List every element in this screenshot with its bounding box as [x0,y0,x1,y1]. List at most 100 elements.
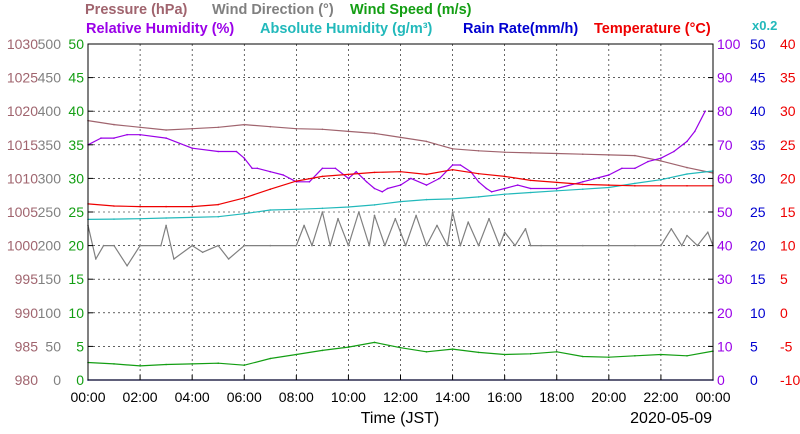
wind-direction-series-point [243,244,246,247]
wind-direction-series-point [498,244,501,247]
wind-direction-tick-label: 50 [45,338,61,354]
legend-wind-direction: Wind Direction (°) [212,2,334,18]
wind-speed-m-s-series-point [686,355,688,357]
temperature-tick-label: 15 [780,204,796,220]
pressure-hpa-series-point [477,150,480,152]
temperature-tick-label: 5 [780,271,788,287]
temperature-c-series-point [686,185,688,187]
relative-humidity-series-point [490,191,493,193]
relative-humidity-series-point [582,181,584,183]
x-tick-label: 18:00 [539,389,574,405]
relative-humidity-series-point [485,187,488,190]
absolute-humidity-g-m-series-point [269,209,272,211]
wind-speed-m-s-series-point [451,348,454,350]
wind-speed-m-s-series-point [139,365,141,367]
wind-direction-series-point [347,244,350,247]
relative-humidity-series-point [660,157,662,159]
x-tick-label: 08:00 [279,389,314,405]
relative-humidity-series-point [217,150,219,153]
wind-direction-series-point [503,231,506,233]
pressure-tick-label: 985 [15,338,39,354]
wind-direction-series-point [608,244,610,247]
legend-pressure: Pressure (hPa) [85,2,188,18]
pressure-hpa-series-point [529,152,532,154]
relative-humidity-tick-label: 40 [717,238,733,254]
x-tick-label: 02:00 [123,389,158,405]
relative-humidity-series-point [399,184,402,186]
wind-speed-m-s-series-point [217,362,219,365]
x-tick-label: 12:00 [383,389,418,405]
series-layer [87,110,714,381]
rain-rate-tick-label: 0 [750,372,758,388]
absolute-humidity-g-m-series-point [503,193,506,195]
absolute-humidity-g-m-series-point [217,215,219,218]
wind-direction-series-point [95,258,97,260]
pressure-hpa-series-point [243,123,246,126]
wind-direction-series-point [540,244,542,247]
relative-humidity-series-point [410,177,412,180]
x-tick-label: 10:00 [331,389,366,405]
legend-wind-speed: Wind Speed (m/s) [350,2,472,18]
relative-humidity-series-point [373,187,376,190]
wind-direction-series-point [191,244,193,247]
absolute-humidity-g-m-series-point [529,191,532,194]
relative-humidity-series-point [251,167,253,170]
relative-humidity-series-point [243,157,246,159]
absolute-humidity-g-m-series-point [347,206,350,208]
absolute-humidity-g-m-series-point [373,204,376,206]
temperature-c-series-point [582,183,584,186]
absolute-humidity-g-m-series-point [634,182,636,185]
pressure-hpa-series-point [503,151,506,153]
temperature-c-series-point [373,171,376,174]
wind-direction-series-point [404,244,407,247]
temperature-tick-label: 30 [780,103,796,119]
legend-relative-humidity: Relative Humidity (%) [86,21,235,37]
wind-speed-tick-label: 20 [68,238,84,254]
rain-rate-tick-label: 20 [750,238,766,254]
wind-direction-series-point [373,214,376,217]
rain-rate-tick-label: 40 [750,103,766,119]
relative-humidity-tick-label: 20 [717,305,733,321]
temperature-c-series-point [608,184,610,186]
wind-direction-tick-label: 450 [38,70,62,86]
temperature-c-series-point [503,175,506,178]
wind-direction-tick-label: 0 [53,372,61,388]
pressure-tick-label: 1025 [7,70,38,86]
wind-speed-m-s-series-point [608,356,610,359]
x-tick-label: 14:00 [435,389,470,405]
wind-direction-series-point [217,244,219,247]
absolute-humidity-g-m-series-point [399,200,402,203]
pressure-hpa-series-point [139,126,141,129]
wind-speed-tick-label: 15 [68,271,84,287]
wind-direction-series-point [529,244,532,247]
wind-direction-series-point [446,244,449,247]
wind-direction-tick-label: 250 [38,204,62,220]
pressure-tick-label: 980 [15,372,39,388]
wind-direction-series-point [173,258,175,260]
temperature-c-series-point [139,205,141,208]
pressure-hpa-series-point [217,126,219,129]
legend-temperature: Temperature (°C) [594,21,711,37]
wind-speed-m-s-series-point [556,351,558,353]
pressure-hpa-series-point [608,154,610,156]
relative-humidity-series-point [621,167,623,170]
temperature-tick-label: 20 [780,170,796,186]
relative-humidity-series-point [269,170,272,173]
relative-humidity-series-point [381,191,384,193]
relative-humidity-tick-label: 70 [717,137,733,153]
temperature-c-series-point [477,172,480,175]
relative-humidity-series-point [529,187,532,190]
absolute-humidity-g-m-series-point [608,186,610,189]
wind-direction-tick-label: 100 [38,305,62,321]
temperature-tick-label: 25 [780,137,796,153]
relative-humidity-tick-label: 80 [717,103,733,119]
wind-speed-m-s-series-point [321,349,324,352]
relative-humidity-series-point [235,150,238,153]
wind-speed-m-s-series-point [191,363,193,365]
x-axis-label: Time (JST) [361,410,440,427]
wind-direction-series-point [696,244,699,247]
relative-humidity-series-point [608,174,610,176]
wind-speed-m-s-series-point [503,353,506,356]
rain-rate-tick-label: 25 [750,204,766,220]
wind-direction-series-point [514,244,516,247]
